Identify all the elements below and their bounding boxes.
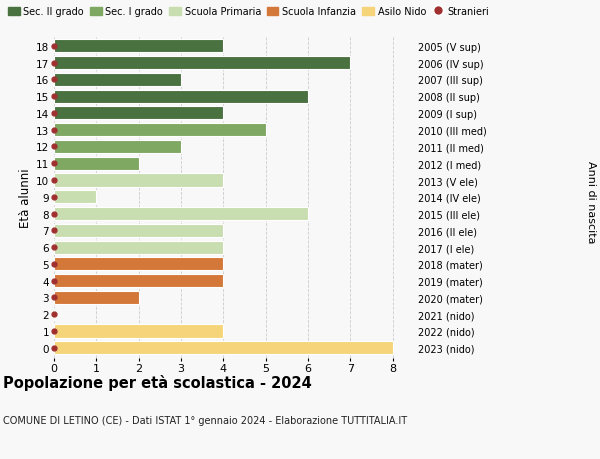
- Bar: [54, 224, 223, 237]
- Text: Anni di nascita: Anni di nascita: [586, 161, 596, 243]
- Y-axis label: Età alunni: Età alunni: [19, 168, 32, 227]
- Bar: [54, 191, 97, 204]
- Text: Popolazione per età scolastica - 2024: Popolazione per età scolastica - 2024: [3, 374, 312, 390]
- Bar: [54, 341, 393, 354]
- Bar: [54, 74, 181, 87]
- Bar: [54, 140, 181, 154]
- Bar: [54, 107, 223, 120]
- Bar: [54, 157, 139, 170]
- Bar: [54, 40, 223, 53]
- Bar: [54, 241, 223, 254]
- Bar: [54, 124, 266, 137]
- Bar: [54, 325, 223, 338]
- Bar: [54, 90, 308, 103]
- Bar: [54, 174, 223, 187]
- Bar: [54, 57, 350, 70]
- Legend: Sec. II grado, Sec. I grado, Scuola Primaria, Scuola Infanzia, Asilo Nido, Stran: Sec. II grado, Sec. I grado, Scuola Prim…: [8, 7, 489, 17]
- Bar: [54, 274, 223, 288]
- Bar: [54, 291, 139, 304]
- Bar: [54, 207, 308, 221]
- Bar: [54, 258, 223, 271]
- Text: COMUNE DI LETINO (CE) - Dati ISTAT 1° gennaio 2024 - Elaborazione TUTTITALIA.IT: COMUNE DI LETINO (CE) - Dati ISTAT 1° ge…: [3, 415, 407, 425]
